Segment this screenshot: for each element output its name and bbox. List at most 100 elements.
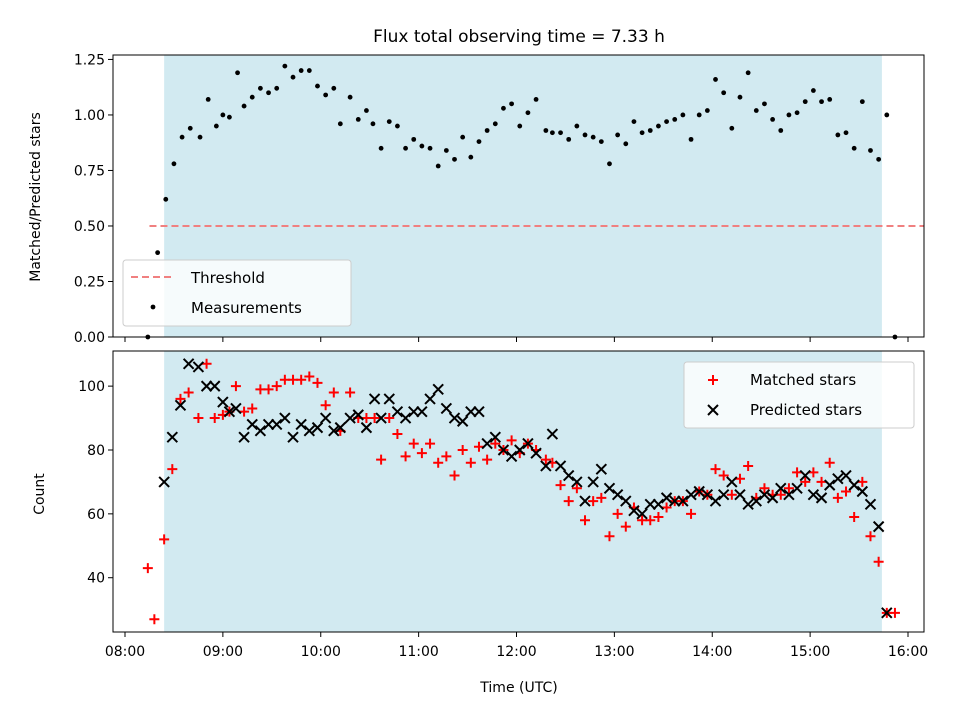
x-tick-label: 14:00 [692, 644, 732, 660]
bottom-y-axis-label: Count [32, 473, 48, 515]
predicted-stars-point [311, 421, 324, 434]
measurements-point [163, 196, 169, 202]
predicted-stars-point [375, 412, 387, 424]
matched-stars-point [743, 460, 754, 471]
matched-stars-point [193, 413, 204, 424]
matched-stars-point [783, 483, 794, 494]
measurements-point [794, 110, 800, 116]
predicted-stars-point [448, 412, 461, 424]
predicted-stars-point [587, 476, 599, 488]
measurements-point [884, 112, 890, 118]
predicted-stars-point [200, 380, 213, 392]
measurements-point [713, 77, 718, 82]
matched-stars-point [239, 406, 250, 417]
predicted-stars-point [295, 418, 307, 431]
matched-stars-point [376, 454, 387, 465]
matched-stars-point [345, 387, 356, 398]
measurements-point [443, 148, 449, 153]
predicted-stars-point [571, 476, 583, 488]
measurements-point [549, 130, 555, 136]
y-tick-label: 0.50 [74, 219, 105, 235]
measurements-point [680, 112, 686, 118]
measurements-point [452, 156, 457, 162]
measurements-point [476, 139, 482, 144]
matched-stars-point [304, 371, 315, 382]
top-legend: Threshold Measurements [122, 259, 352, 327]
y-tick-label: 0.25 [74, 274, 105, 290]
matched-stars-point [661, 502, 672, 513]
top-panel-ratio: Matched/Predicted stars 0.00 0.25 0.50 0.75… [28, 52, 925, 346]
predicted-stars-point [497, 444, 510, 456]
predicted-stars-point [554, 460, 567, 472]
measurements-point [323, 92, 329, 98]
measurements-point [241, 103, 247, 109]
measurements-point [364, 108, 369, 113]
measurements-point [590, 134, 596, 140]
measurements-point [427, 145, 433, 151]
matched-stars-point [296, 374, 307, 385]
matched-stars-point [425, 438, 436, 449]
predicted-stars-point [368, 393, 381, 405]
predicted-stars-point [775, 482, 787, 495]
y-tick-label: 1.00 [74, 108, 105, 124]
predicted-stars-point [840, 469, 852, 482]
measurements-point [155, 250, 161, 256]
predicted-stars-point [287, 431, 299, 443]
predicted-stars-point [514, 444, 526, 456]
predicted-stars-point [270, 418, 283, 431]
predicted-stars-point [783, 488, 795, 501]
measurements-point [517, 123, 523, 129]
predicted-stars-point [238, 431, 250, 443]
matched-stars-point [142, 563, 153, 574]
predicted-stars-point [473, 405, 485, 418]
measurements-point [835, 132, 841, 138]
predicted-stars-point [352, 409, 364, 421]
x-tick-label: 13:00 [594, 644, 634, 660]
matched-stars-point [571, 483, 582, 494]
measurements-point [753, 108, 759, 113]
predicted-stars-point [766, 492, 779, 504]
predicted-stars-point [530, 447, 542, 459]
predicted-stars-point [799, 469, 811, 482]
matched-stars-point [540, 454, 551, 465]
plot-frame [112, 350, 925, 633]
predicted-stars-point [254, 425, 267, 437]
predicted-stars-point [399, 412, 412, 424]
measurements-point [558, 130, 563, 136]
matched-stars-point [849, 512, 860, 523]
plot-frame [112, 54, 925, 338]
measurements-point [331, 85, 337, 91]
measurements-point [607, 161, 612, 167]
predicted-stars-point [726, 476, 738, 488]
matched-stars-point [873, 556, 884, 567]
predicted-stars-point [416, 405, 428, 418]
matched-stars-point [710, 464, 721, 475]
matched-stars-point [457, 444, 468, 455]
predicted-stars-point [611, 488, 624, 501]
y-tick-label: 0.75 [74, 163, 105, 179]
predicted-stars-point [734, 488, 746, 501]
matched-stars-point [832, 492, 843, 503]
measurements-point [290, 74, 296, 80]
predicted-stars-point [481, 437, 493, 450]
predicted-stars-point [872, 520, 885, 533]
y-tick-label: 40 [87, 571, 105, 587]
measurements-point [543, 128, 549, 133]
measurements-point [672, 116, 678, 122]
x-tick-label: 11:00 [398, 644, 438, 660]
predicted-stars-point [360, 421, 373, 434]
matched-stars-point [201, 358, 212, 369]
matched-stars-point [808, 467, 819, 478]
predicted-stars-point [391, 405, 404, 418]
measurements-point [187, 125, 193, 131]
measurements-point [257, 85, 263, 91]
predicted-stars-point [595, 463, 608, 475]
measurements-point [235, 70, 240, 76]
measurements-point [729, 125, 735, 131]
matched-stars-point [824, 457, 835, 468]
measurements-point [696, 112, 702, 118]
matched-stars-point [490, 438, 501, 449]
matched-stars-point [328, 387, 339, 398]
predicted-stars-point [174, 399, 187, 411]
